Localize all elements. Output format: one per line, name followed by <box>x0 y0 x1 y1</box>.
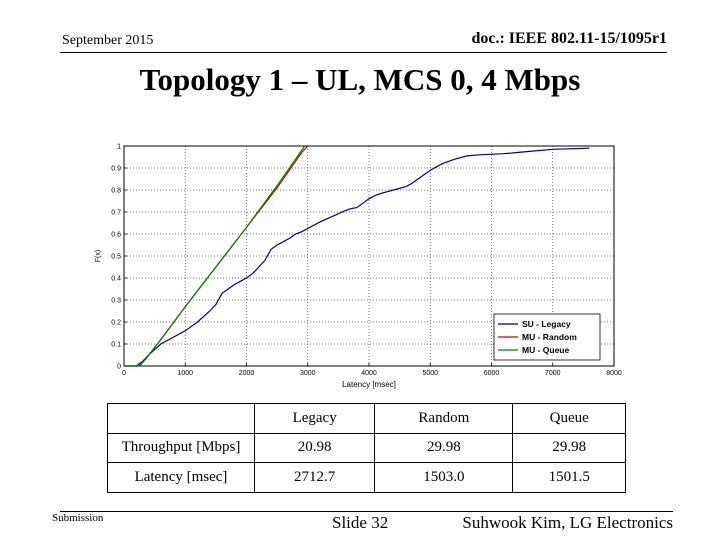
x-tick-label: 5000 <box>422 370 438 377</box>
x-tick-label: 6000 <box>484 370 500 377</box>
x-tick-label: 7000 <box>545 370 561 377</box>
y-tick-label: 0.9 <box>111 166 121 173</box>
table-row-label: Throughput [Mbps] <box>107 432 255 464</box>
y-tick-label: 0.2 <box>111 320 121 327</box>
x-axis-label: Latency [msec] <box>342 380 396 389</box>
y-tick-label: 0.3 <box>111 298 121 305</box>
legend-entry: MU - Random <box>522 332 577 342</box>
cdf-chart: 0 1000 2000 3000 4000 5000 6000 7000 8000 0 0.1 0.2… <box>88 135 632 395</box>
series-line-1 <box>124 147 590 367</box>
y-tick-label: 0.8 <box>111 188 121 195</box>
table-cell: 29.98 <box>512 432 626 464</box>
y-tick-label: 1 <box>117 144 121 151</box>
series-line-3 <box>124 145 306 367</box>
y-tick-label: 0.7 <box>111 210 121 217</box>
legend-entry: MU - Queue <box>522 345 569 355</box>
table-corner-cell <box>107 403 255 434</box>
slide-title: Topology 1 – UL, MCS 0, 4 Mbps <box>139 62 581 97</box>
table-header-row: Legacy Random Queue <box>107 403 626 434</box>
table-header-random: Random <box>374 403 514 434</box>
x-tick-label: 2000 <box>239 370 255 377</box>
table-cell: 1501.5 <box>512 462 626 493</box>
table-row-label: Latency [msec] <box>107 462 255 493</box>
y-tick-label: 0.5 <box>111 254 121 261</box>
y-tick-label: 0.4 <box>111 276 121 283</box>
y-tick-label: 0.1 <box>111 342 121 349</box>
footer-author: Suhwook Kim, LG Electronics <box>462 513 673 532</box>
footer-rule <box>60 511 673 512</box>
footer-submission: Submission <box>52 512 104 524</box>
table-cell: 29.98 <box>374 432 514 464</box>
table-header-legacy: Legacy <box>253 403 376 434</box>
header-doc-id: doc.: IEEE 802.11-15/1095r1 <box>471 30 667 47</box>
header-date: September 2015 <box>62 33 154 48</box>
x-tick-label: 0 <box>122 370 126 377</box>
series-layer <box>124 145 590 367</box>
table-row: Throughput [Mbps] 20.98 29.98 29.98 <box>107 432 626 464</box>
y-axis-label: F(x) <box>95 250 102 262</box>
stats-table: Legacy Random Queue Throughput [Mbps] 20… <box>107 403 626 493</box>
table-cell: 2712.7 <box>253 462 376 493</box>
x-tick-label: 1000 <box>177 370 193 377</box>
legend: SU - Legacy MU - Random MU - Queue <box>493 313 601 361</box>
table-cell: 20.98 <box>253 432 376 464</box>
y-tick-label: 0.6 <box>111 232 121 239</box>
footer-slide-number: Slide 32 <box>332 513 389 532</box>
table-header-queue: Queue <box>512 403 626 434</box>
x-tick-label: 4000 <box>361 370 377 377</box>
header-rule <box>60 52 667 53</box>
x-tick-label: 3000 <box>300 370 316 377</box>
legend-entry: SU - Legacy <box>522 319 571 329</box>
tick-layer: 0 1000 2000 3000 4000 5000 6000 7000 8000 0 0.1 0.2… <box>111 144 622 378</box>
cdf-chart-svg: 0 1000 2000 3000 4000 5000 6000 7000 8000 0 0.1 0.2… <box>95 144 622 390</box>
y-tick-label: 0 <box>117 364 121 371</box>
x-tick-label: 8000 <box>606 370 622 377</box>
table-row: Latency [msec] 2712.7 1503.0 1501.5 <box>107 462 626 493</box>
table-cell: 1503.0 <box>374 462 514 493</box>
